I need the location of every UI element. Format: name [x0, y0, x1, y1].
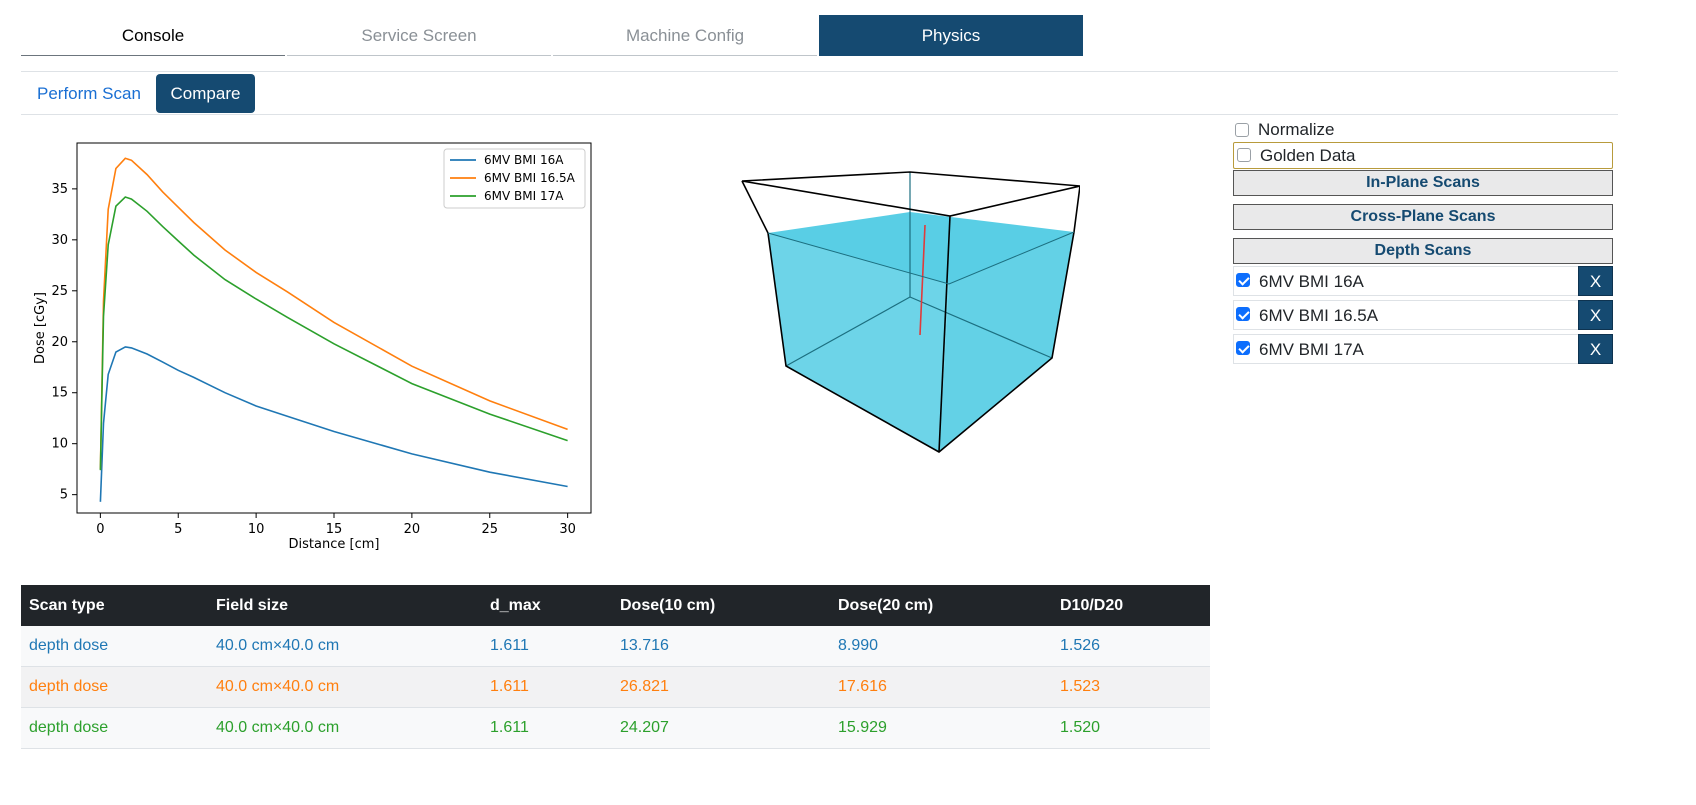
y-tick-label: 20: [51, 335, 68, 350]
x-tick-label: 25: [481, 522, 498, 537]
depth-scans-button[interactable]: Depth Scans: [1233, 238, 1613, 264]
column-header: Dose(20 cm): [830, 585, 1052, 626]
water-front-edge: [767, 231, 1075, 285]
x-axis-label: Distance [cm]: [289, 537, 380, 552]
legend-label: 6MV BMI 16A: [484, 153, 564, 167]
table-cell: 1.611: [482, 626, 612, 667]
table-cell: depth dose: [21, 707, 208, 749]
x-tick-label: 10: [248, 522, 265, 537]
top-divider: [21, 71, 1618, 72]
table-row: depth dose 40.0 cm×40.0 cm 1.611 24.207 …: [21, 707, 1210, 749]
scan-results-table: Scan type Field size d_max Dose(10 cm) D…: [21, 585, 1210, 749]
table-row: depth dose 40.0 cm×40.0 cm 1.611 26.821 …: [21, 666, 1210, 708]
tab-console[interactable]: Console: [21, 15, 285, 56]
table-cell: 26.821: [612, 666, 830, 708]
y-tick-label: 10: [51, 437, 68, 452]
y-tick-label: 5: [60, 488, 68, 503]
scan-item: 6MV BMI 16A: [1233, 266, 1579, 296]
tab-machine-config[interactable]: Machine Config: [553, 15, 817, 56]
table-cell: 24.207: [612, 707, 830, 749]
x-tick-label: 30: [559, 522, 576, 537]
column-header: Field size: [208, 585, 482, 626]
sub-divider: [21, 114, 1618, 115]
column-header: d_max: [482, 585, 612, 626]
water-surface: [768, 212, 1074, 284]
table-cell: 1.520: [1052, 707, 1210, 749]
legend-label: 6MV BMI 17A: [484, 189, 564, 203]
table-cell: 40.0 cm×40.0 cm: [208, 666, 482, 708]
y-tick-label: 25: [51, 284, 68, 299]
table-cell: 15.929: [830, 707, 1052, 749]
table-cell: 1.611: [482, 707, 612, 749]
water-right-face: [939, 232, 1074, 452]
table-row: depth dose 40.0 cm×40.0 cm 1.611 13.716 …: [21, 626, 1210, 667]
scan-item: 6MV BMI 17A: [1233, 334, 1579, 364]
scan-item-checkbox[interactable]: [1236, 273, 1250, 287]
series-line: [99, 346, 568, 502]
tab-service-screen[interactable]: Service Screen: [287, 15, 551, 56]
series-line: [99, 157, 568, 470]
scan-item-label: 6MV BMI 16A: [1259, 272, 1364, 291]
table-cell: 1.526: [1052, 626, 1210, 667]
remove-scan-button[interactable]: X: [1578, 334, 1613, 364]
y-tick-label: 35: [51, 182, 68, 197]
table-cell: 17.616: [830, 666, 1052, 708]
scan-item-checkbox[interactable]: [1236, 307, 1250, 321]
tank-front-edge: [938, 215, 951, 453]
table-cell: depth dose: [21, 666, 208, 708]
tab-perform-scan[interactable]: Perform Scan: [37, 84, 141, 103]
water-left-face: [768, 233, 949, 452]
beam-line: [919, 224, 926, 336]
golden-data-label: Golden Data: [1260, 146, 1356, 165]
x-tick-label: 0: [96, 522, 104, 537]
y-axis-label: Dose [cGy]: [33, 292, 48, 364]
golden-data-option[interactable]: Golden Data: [1233, 142, 1613, 169]
x-tick-label: 15: [326, 522, 343, 537]
scan-item: 6MV BMI 16.5A: [1233, 300, 1579, 330]
table-cell: 8.990: [830, 626, 1052, 667]
tab-compare[interactable]: Compare: [156, 74, 255, 113]
table-cell: depth dose: [21, 626, 208, 667]
tank-top-rim: [741, 171, 1080, 217]
x-tick-label: 20: [404, 522, 421, 537]
x-tick-label: 5: [174, 522, 182, 537]
normalize-option[interactable]: Normalize: [1233, 118, 1613, 144]
table-cell: 40.0 cm×40.0 cm: [208, 626, 482, 667]
main-tabs: Console Service Screen Machine Config Ph…: [21, 15, 1086, 56]
column-header: D10/D20: [1052, 585, 1210, 626]
column-header: Dose(10 cm): [612, 585, 830, 626]
remove-scan-button[interactable]: X: [1578, 266, 1613, 296]
remove-scan-button[interactable]: X: [1578, 300, 1613, 330]
water-tank-3d-view[interactable]: [740, 160, 1080, 460]
normalize-label: Normalize: [1258, 120, 1335, 139]
scan-item-label: 6MV BMI 16.5A: [1259, 306, 1379, 325]
table-cell: 13.716: [612, 626, 830, 667]
table-cell: 1.523: [1052, 666, 1210, 708]
y-tick-label: 15: [51, 386, 68, 401]
cross-plane-scans-button[interactable]: Cross-Plane Scans: [1233, 204, 1613, 230]
scan-item-label: 6MV BMI 17A: [1259, 340, 1364, 359]
chart-legend: 6MV BMI 16A 6MV BMI 16.5A 6MV BMI 17A: [443, 148, 586, 209]
column-header: Scan type: [21, 585, 208, 626]
table-header-row: Scan type Field size d_max Dose(10 cm) D…: [21, 585, 1210, 626]
golden-data-checkbox[interactable]: [1237, 148, 1251, 162]
normalize-checkbox[interactable]: [1235, 123, 1249, 137]
table-cell: 40.0 cm×40.0 cm: [208, 707, 482, 749]
y-tick-label: 30: [51, 233, 68, 248]
depth-dose-chart: 0 5 10 15 20 25 30 5 10 15 20 25 30 35 Distance [cm]…: [33, 142, 592, 552]
scan-item-checkbox[interactable]: [1236, 341, 1250, 355]
in-plane-scans-button[interactable]: In-Plane Scans: [1233, 170, 1613, 196]
table-cell: 1.611: [482, 666, 612, 708]
tab-physics[interactable]: Physics: [819, 15, 1083, 56]
series-line: [99, 196, 568, 471]
legend-label: 6MV BMI 16.5A: [484, 171, 576, 185]
